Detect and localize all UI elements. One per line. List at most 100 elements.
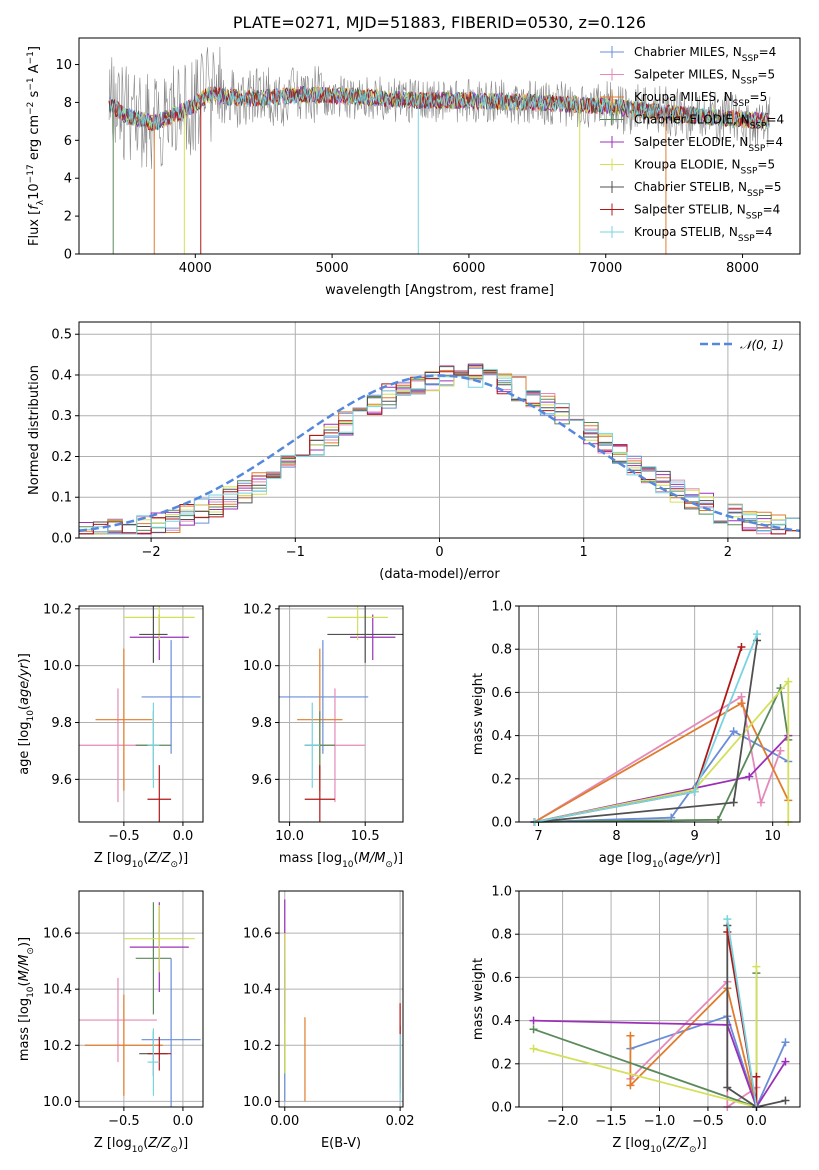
weight-marker — [729, 798, 738, 807]
weight-series-chabrier_miles — [534, 730, 789, 823]
legend-label: Chabrier STELIB, NSSP=5 — [634, 180, 782, 199]
y-tick-label: 10.0 — [243, 1095, 272, 1110]
y-tick-label: 2 — [64, 210, 72, 225]
mass-vs-ebv-panel: 0.00 0.02 10.0 10.2 10.4 10.6 E(B-V) — [243, 890, 415, 1151]
plot-frame — [78, 890, 204, 1108]
weight-marker — [776, 746, 785, 755]
y-tick-label: 10.4 — [243, 983, 272, 998]
weight-marker — [781, 1057, 790, 1066]
plot-frame — [78, 37, 801, 255]
legend-label: Salpeter ELODIE, NSSP=4 — [634, 135, 783, 154]
x-tick-label: 6000 — [452, 261, 485, 276]
x-tick-label: 9 — [690, 829, 698, 844]
legend-label: 𝒩(0, 1) — [740, 338, 784, 352]
x-tick-label: 8000 — [726, 261, 759, 276]
mass-vs-Z-panel: −0.5 0.0 10.0 10.2 10.4 10.6 Z [log10(Z/Z⊙)] ma… — [17, 890, 204, 1155]
y-tick-label: 0.2 — [491, 1057, 512, 1072]
y-tick-label: 0.2 — [491, 772, 512, 787]
x-tick-label: 1 — [580, 545, 588, 560]
x-tick-label: 0.0 — [173, 829, 194, 844]
x-tick-label: −1.0 — [644, 1114, 676, 1129]
x-axis-label: Z [log10(Z/Z⊙)] — [94, 1136, 188, 1155]
plot-frame — [278, 890, 404, 1108]
y-tick-label: 10.6 — [43, 927, 72, 942]
x-tick-label: 10.0 — [275, 829, 304, 844]
x-tick-label: 0.00 — [270, 1114, 299, 1129]
model-spectrum-kroupa_stelib — [108, 86, 770, 132]
x-tick-label: 10 — [764, 829, 781, 844]
y-axis-label: mass weight — [471, 673, 486, 755]
histogram-kroupa_elodie — [79, 370, 800, 535]
x-tick-label: 8 — [612, 829, 620, 844]
x-axis-label: Z [log10(Z/Z⊙)] — [612, 1136, 706, 1155]
y-tick-label: 0.0 — [491, 1101, 512, 1116]
weight-marker — [529, 1025, 538, 1034]
y-tick-label: 9.8 — [51, 716, 72, 731]
y-tick-label: 0.6 — [491, 971, 512, 986]
y-tick-label: 0.8 — [491, 643, 512, 658]
histogram-panel: −2 −1 0 1 2 0.0 0.1 0.2 0.3 0.4 0.5 (data-model)/er… — [27, 321, 801, 582]
weight-series-chabrier_stelib — [726, 925, 786, 1108]
x-axis-label: mass [log10(M/M⊙)] — [279, 851, 403, 870]
y-tick-label: 10.2 — [43, 602, 72, 617]
spectrum-panel: 4000 5000 6000 7000 8000 0 2 4 6 8 10 wavelength [A… — [26, 37, 801, 298]
weight-series-chabrier_miles — [630, 1015, 787, 1110]
weight-series-salpeter_elodie — [533, 1019, 787, 1110]
y-tick-label: 1.0 — [491, 600, 512, 615]
x-tick-label: −0.5 — [108, 829, 140, 844]
x-tick-label: 0 — [435, 545, 443, 560]
x-tick-label: −2 — [142, 545, 161, 560]
weight-series-salpeter_miles — [534, 695, 782, 823]
x-tick-label: −0.5 — [108, 1114, 140, 1129]
weight-marker — [737, 699, 746, 708]
weight-marker — [745, 772, 754, 781]
weight-series-salpeter_stelib — [534, 646, 743, 823]
y-axis-label: mass weight — [471, 958, 486, 1040]
x-axis-label: (data-model)/error — [379, 567, 500, 582]
weight-marker — [737, 643, 746, 652]
weight-marker — [784, 677, 793, 686]
y-tick-label: 0.3 — [51, 409, 72, 424]
weight-series-kroupa_miles — [629, 986, 758, 1108]
age-vs-mass-panel: 10.0 10.5 9.6 9.8 10.0 10.2 mass [log10(M/M⊙)] — [243, 602, 404, 870]
weight-vs-Z-panel: −2.0 −1.5 −1.0 −0.5 0.0 0.0 0.2 0.4 0.6 0.8 1.0 mas… — [471, 885, 801, 1155]
x-tick-label: 0.0 — [746, 1114, 767, 1129]
weight-marker — [626, 1081, 635, 1090]
y-tick-label: 4 — [64, 172, 72, 187]
legend-label: Kroupa STELIB, NSSP=4 — [634, 225, 772, 244]
weight-marker — [723, 915, 732, 924]
x-tick-label: −1.5 — [595, 1114, 627, 1129]
legend-label: Kroupa ELODIE, NSSP=5 — [634, 158, 775, 177]
y-tick-label: 9.6 — [251, 773, 272, 788]
y-axis-label: age [log10(age/yr)] — [17, 653, 36, 775]
y-tick-label: 0.6 — [491, 686, 512, 701]
y-tick-label: 0.0 — [491, 816, 512, 831]
x-tick-label: 4000 — [179, 261, 212, 276]
weight-marker — [781, 1038, 790, 1047]
weight-series-kroupa_elodie — [534, 679, 790, 823]
legend-label: Chabrier MILES, NSSP=4 — [634, 45, 776, 64]
y-tick-label: 0.8 — [491, 928, 512, 943]
y-tick-label: 0.4 — [491, 1014, 512, 1029]
y-tick-label: 10.0 — [43, 659, 72, 674]
x-tick-label: 0.0 — [173, 1114, 194, 1129]
legend-label: Salpeter STELIB, NSSP=4 — [634, 203, 780, 222]
weight-vs-age-panel: 7 8 9 10 0.0 0.2 0.4 0.6 0.8 1.0 mass weight age [l… — [471, 600, 801, 870]
y-axis-label: mass [log10(M/M⊙)] — [17, 937, 36, 1061]
normal-curve — [79, 374, 800, 533]
plot-frame — [78, 605, 204, 823]
y-tick-label: 10.0 — [243, 659, 272, 674]
weight-marker — [529, 1044, 538, 1053]
weight-series-chabrier_stelib — [534, 640, 758, 823]
weight-marker — [753, 630, 762, 639]
weight-series-kroupa_stelib — [726, 918, 758, 1108]
y-tick-label: 10.2 — [43, 1039, 72, 1054]
x-tick-label: 5000 — [316, 261, 349, 276]
y-tick-label: 0 — [64, 248, 72, 263]
y-tick-label: 0.4 — [51, 368, 72, 383]
x-axis-label: age [log10(age/yr)] — [599, 851, 721, 870]
x-tick-label: −1 — [286, 545, 305, 560]
weight-marker — [529, 1016, 538, 1025]
x-axis-label: E(B-V) — [321, 1136, 361, 1151]
